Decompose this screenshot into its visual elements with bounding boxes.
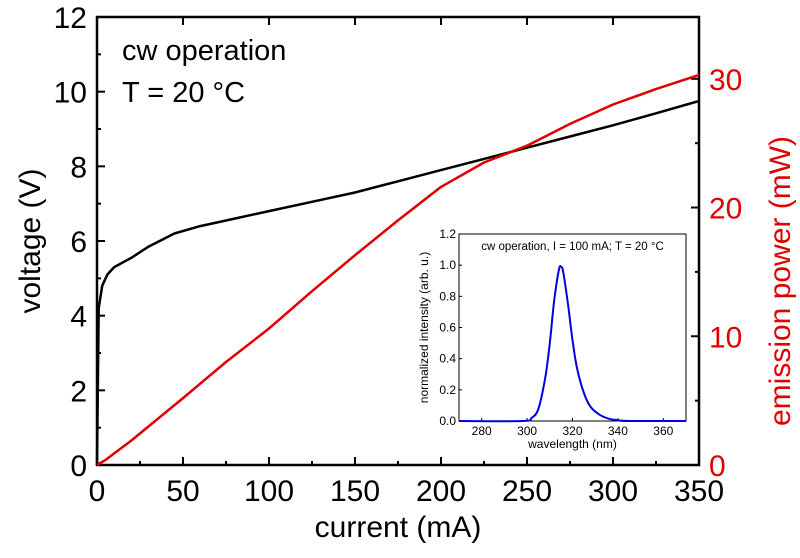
- x-tick-label: 0: [89, 475, 106, 508]
- annotation-operation: cw operation: [122, 35, 286, 67]
- y2-tick-label: 30: [709, 64, 742, 97]
- inset-title: cw operation, I = 100 mA; T = 20 °C: [481, 241, 664, 253]
- x-axis-label: current (mA): [315, 511, 482, 544]
- inset-y-tick-label: 0.4: [439, 352, 456, 366]
- inset-y-tick-label: 1.2: [439, 227, 456, 241]
- inset-y-tick-label: 0.2: [439, 383, 456, 397]
- y-tick-label: 0: [70, 450, 87, 483]
- inset-x-tick-label: 280: [472, 424, 492, 438]
- y2-tick-label: 10: [709, 321, 742, 354]
- x-tick-label: 150: [330, 475, 380, 508]
- inset-x-axis-label: wavelength (nm): [527, 437, 617, 451]
- inset-y-tick-label: 1.0: [439, 258, 456, 272]
- power-line: [96, 73, 700, 467]
- y2-tick-label: 20: [709, 193, 742, 226]
- inset-x-tick-label: 340: [608, 424, 628, 438]
- x-tick-label: 100: [244, 475, 294, 508]
- y2-axis-label: emission power (mW): [764, 136, 797, 426]
- y-tick-label: 4: [70, 301, 87, 334]
- inset-x-tick-label: 320: [562, 424, 582, 438]
- voltage-line: [95, 99, 700, 466]
- x-tick-label: 300: [588, 475, 638, 508]
- inset-x-tick-label: 300: [517, 424, 537, 438]
- y-tick-label: 8: [70, 151, 87, 184]
- inset-y-tick-label: 0.8: [439, 289, 456, 303]
- y-tick-label: 10: [54, 77, 87, 110]
- x-tick-label: 200: [416, 475, 466, 508]
- inset-frame: [458, 233, 687, 422]
- inset-y-axis-label: normalized intensity (arb. u.): [417, 252, 431, 403]
- inset-y-tick-label: 0.6: [439, 321, 456, 335]
- x-tick-label: 50: [166, 475, 199, 508]
- inset-x-tick-label: 360: [653, 424, 673, 438]
- y-tick-label: 6: [70, 226, 87, 259]
- y-tick-label: 12: [54, 2, 87, 35]
- annotation-temperature: T = 20 °C: [122, 77, 245, 109]
- x-tick-label: 250: [502, 475, 552, 508]
- x-tick-label: 350: [674, 475, 724, 508]
- inset-y-tick-label: 0.0: [439, 414, 456, 428]
- spectrum-line: [458, 265, 687, 423]
- y-tick-label: 2: [70, 375, 87, 408]
- y2-tick-label: 0: [709, 450, 726, 483]
- y-axis-label: voltage (V): [14, 168, 47, 313]
